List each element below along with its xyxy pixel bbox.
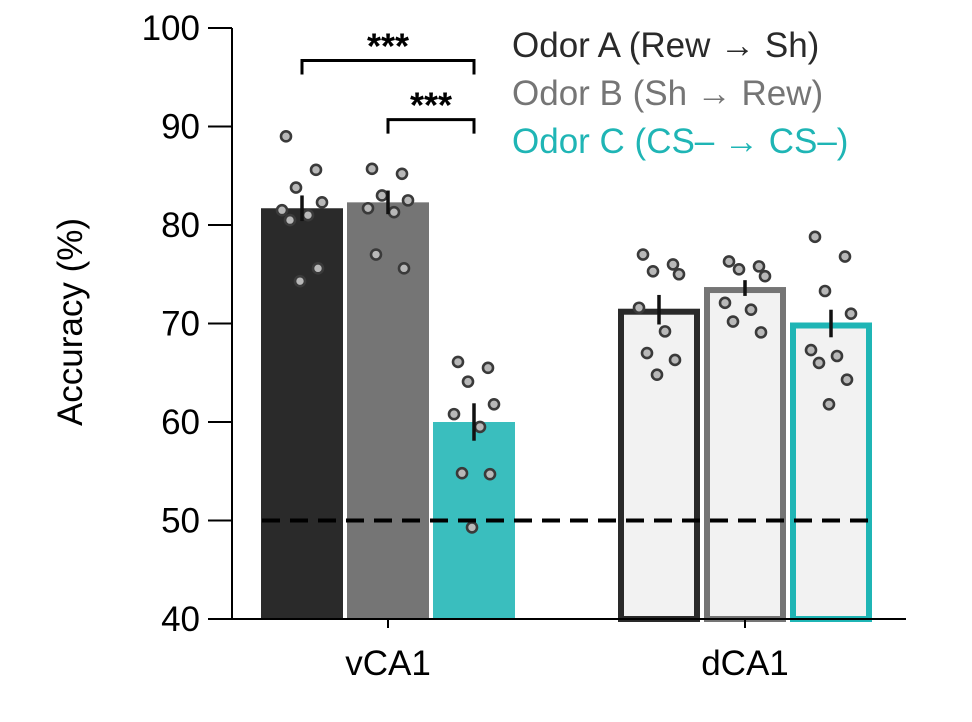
- data-point-dCA1-series-1-7: [754, 326, 768, 339]
- data-point-vCA1-series-0-5: [301, 208, 315, 222]
- data-point-dCA1-series-0-0: [636, 248, 650, 261]
- data-point-dCA1-series-2-8: [822, 397, 836, 411]
- data-point-vCA1-series-0-6: [283, 213, 297, 227]
- data-point-dCA1-series-1-4: [718, 296, 732, 310]
- y-axis-title: Accuracy (%): [51, 218, 90, 426]
- data-point-vCA1-series-2-3: [487, 397, 501, 411]
- data-point-vCA1-series-1-7: [397, 262, 411, 275]
- legend: Odor A (Rew → Sh) Odor B (Sh → Rew) Odor C…: [512, 26, 848, 161]
- significance-layer: ******: [300, 26, 476, 134]
- data-point-vCA1-series-2-0: [451, 355, 465, 369]
- data-point-vCA1-series-0-2: [289, 181, 303, 194]
- data-point-dCA1-series-2-7: [840, 373, 854, 386]
- data-point-dCA1-series-1-2: [732, 263, 746, 276]
- data-point-dCA1-series-1-3: [758, 269, 772, 283]
- data-point-vCA1-series-0-8: [293, 274, 307, 288]
- legend-entry-2: Odor C (CS– → CS–): [512, 122, 848, 161]
- data-point-vCA1-series-2-1: [481, 361, 495, 375]
- data-point-dCA1-series-0-5: [658, 325, 672, 338]
- data-point-vCA1-series-2-5: [473, 420, 487, 434]
- y-tick-label-60: 60: [161, 403, 200, 442]
- data-point-vCA1-series-1-4: [361, 201, 375, 215]
- data-point-dCA1-series-2-5: [830, 349, 844, 363]
- bar-vCA1-series-1: [347, 202, 429, 619]
- data-point-vCA1-series-0-7: [311, 262, 325, 275]
- data-point-vCA1-series-2-8: [465, 521, 479, 534]
- data-point-dCA1-series-2-6: [812, 356, 826, 370]
- y-tick-label-40: 40: [161, 600, 200, 639]
- data-point-vCA1-series-2-6: [455, 466, 469, 480]
- data-point-vCA1-series-1-5: [387, 205, 401, 219]
- data-point-dCA1-series-0-2: [646, 264, 660, 278]
- y-tick-label-80: 80: [161, 206, 200, 245]
- legend-entry-1: Odor B (Sh → Rew): [512, 74, 823, 113]
- data-point-dCA1-series-1-0: [722, 255, 736, 268]
- significance-bracket-0: [300, 59, 476, 75]
- data-point-dCA1-series-0-6: [640, 346, 654, 360]
- data-point-dCA1-series-1-6: [726, 315, 740, 328]
- significance-bracket-1: [386, 118, 476, 134]
- data-point-dCA1-series-0-3: [672, 267, 686, 281]
- data-point-vCA1-series-2-2: [461, 375, 475, 388]
- data-point-vCA1-series-1-1: [395, 167, 409, 181]
- data-point-vCA1-series-0-0: [279, 130, 293, 143]
- data-point-vCA1-series-1-6: [369, 248, 383, 261]
- y-tick-label-90: 90: [161, 108, 200, 147]
- y-tick-label-50: 50: [161, 502, 200, 541]
- legend-entry-0: Odor A (Rew → Sh): [512, 26, 819, 65]
- bar-dCA1-series-2: [790, 322, 872, 622]
- data-point-vCA1-series-1-2: [375, 189, 389, 202]
- data-point-vCA1-series-0-3: [315, 196, 329, 209]
- bar-vCA1-series-0: [261, 208, 343, 619]
- data-point-dCA1-series-1-5: [744, 303, 758, 317]
- data-point-dCA1-series-0-8: [650, 368, 664, 382]
- y-tick-label-70: 70: [161, 305, 200, 344]
- data-point-vCA1-series-2-7: [483, 467, 497, 481]
- data-point-dCA1-series-2-1: [838, 250, 852, 263]
- x-tick-label-vCA1: vCA1: [345, 644, 431, 683]
- data-point-dCA1-series-0-7: [668, 353, 682, 367]
- points-layer: [275, 130, 858, 534]
- axes-layer: 40 50 60 70 80 90 100 vCA1 dCA1: [142, 9, 906, 683]
- significance-label-0: ***: [367, 26, 409, 67]
- data-point-vCA1-series-1-3: [401, 194, 415, 207]
- x-tick-label-dCA1: dCA1: [701, 644, 789, 683]
- data-point-dCA1-series-1-1: [752, 260, 766, 273]
- bar-dCA1-series-1: [704, 287, 786, 622]
- y-tick-label-100: 100: [142, 9, 200, 48]
- significance-label-1: ***: [410, 85, 452, 126]
- bars-layer: [261, 202, 872, 622]
- data-point-vCA1-series-2-4: [447, 407, 461, 421]
- data-point-vCA1-series-1-0: [365, 162, 379, 176]
- data-point-dCA1-series-0-4: [632, 301, 646, 315]
- data-point-dCA1-series-0-1: [666, 258, 680, 271]
- data-point-vCA1-series-0-1: [309, 163, 323, 177]
- error-bars-layer: [300, 190, 833, 441]
- data-point-dCA1-series-2-4: [804, 343, 818, 357]
- data-point-dCA1-series-2-2: [818, 284, 832, 298]
- data-point-dCA1-series-2-3: [844, 307, 858, 320]
- y-axis-title-group: Accuracy (%): [51, 218, 90, 426]
- data-point-dCA1-series-2-0: [808, 230, 822, 244]
- bar-dCA1-series-0: [618, 308, 700, 622]
- data-point-vCA1-series-0-4: [275, 203, 289, 217]
